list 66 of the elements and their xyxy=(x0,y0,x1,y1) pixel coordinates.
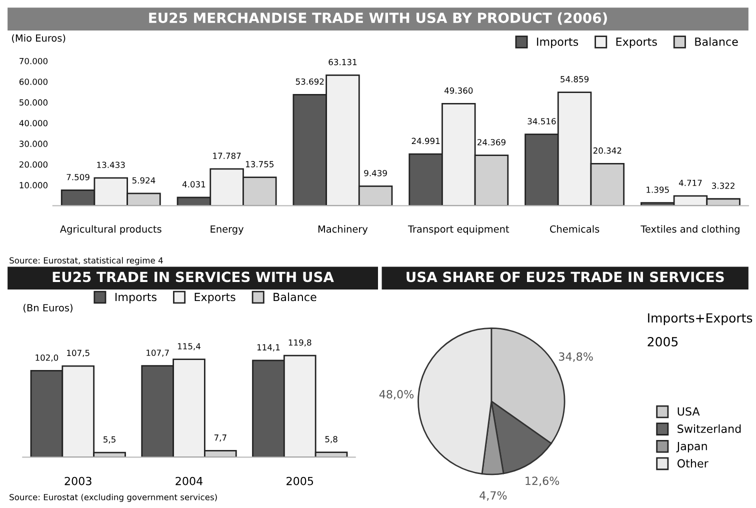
data-label: 4.031 xyxy=(182,181,206,188)
data-label: 17.787 xyxy=(213,152,241,160)
chart-subtitle: Imports+Exports xyxy=(648,313,752,326)
data-label: 13.755 xyxy=(246,161,274,168)
y-tick-label: 10.000 xyxy=(20,182,48,188)
legend-label: Imports xyxy=(537,38,578,48)
data-label: 1.395 xyxy=(646,186,669,193)
y-tick-label: 70.000 xyxy=(20,58,48,64)
legend-label: Balance xyxy=(695,37,738,46)
legend-label: Switzerland xyxy=(678,424,741,433)
data-label: 12,6% xyxy=(526,476,560,486)
data-label: 13.433 xyxy=(97,162,125,168)
data-label: 20.342 xyxy=(593,147,622,154)
data-label: 34.516 xyxy=(528,118,556,124)
text: 2005 xyxy=(648,336,678,346)
legend-label: Japan xyxy=(676,442,707,452)
chart-title: EU25 TRADE IN SERVICES WITH USA xyxy=(52,272,334,282)
data-label: 53.692 xyxy=(296,78,324,85)
x-tick-label: 2005 xyxy=(286,476,314,486)
x-tick-label: 2003 xyxy=(64,476,92,486)
y-axis-title: (Mio Euros) xyxy=(12,34,66,43)
data-label: 3.322 xyxy=(712,182,734,189)
data-label: 119,8 xyxy=(288,339,312,346)
data-label: 24.991 xyxy=(412,138,440,144)
y-tick-label: 20.000 xyxy=(20,161,48,168)
data-label: 4.717 xyxy=(678,180,702,186)
data-label: 5,5 xyxy=(104,436,116,444)
legend-label: Imports xyxy=(115,292,157,304)
data-label: 24.369 xyxy=(478,139,506,146)
x-tick-label: Machinery xyxy=(318,225,368,235)
legend-label: USA xyxy=(678,407,700,416)
x-tick-label: Chemicals xyxy=(550,225,600,233)
x-tick-label: Energy xyxy=(210,225,244,235)
legend-label: Balance xyxy=(274,292,316,302)
data-label: 7,7 xyxy=(214,434,226,442)
source-note: Source: Eurostat (excluding government services) xyxy=(10,494,217,502)
x-tick-label: Agricultural products xyxy=(60,225,162,235)
legend-label: Exports xyxy=(616,38,657,48)
data-label: 107,5 xyxy=(67,350,90,357)
data-label: 102,0 xyxy=(36,354,58,362)
data-label: 34,8% xyxy=(559,352,593,362)
data-label: 7.509 xyxy=(66,174,90,180)
x-tick-label: 2004 xyxy=(176,476,203,486)
y-axis-title: (Bn Euros) xyxy=(24,304,72,313)
y-tick-label: 60.000 xyxy=(19,78,48,85)
data-label: 5.924 xyxy=(132,177,156,184)
legend-label: Exports xyxy=(194,292,236,304)
data-label: 9.439 xyxy=(364,170,387,176)
data-label: 49.360 xyxy=(444,87,473,94)
data-label: 48,0% xyxy=(379,390,414,400)
chart-title: EU25 MERCHANDISE TRADE WITH USA BY PRODUCT (2006) xyxy=(149,12,607,25)
chart-title: USA SHARE OF EU25 TRADE IN SERVICES xyxy=(406,272,724,282)
source-note: Source: Eurostat, statistical regime 4 xyxy=(10,257,163,266)
legend-label: Other xyxy=(677,458,708,468)
x-tick-label: Transport equipment xyxy=(408,225,510,235)
data-label: 63.131 xyxy=(328,58,357,66)
data-label: 114,1 xyxy=(257,344,280,352)
data-label: 4,7% xyxy=(480,491,507,501)
data-label: 115,4 xyxy=(178,343,200,350)
data-label: 5,8 xyxy=(325,436,338,444)
data-label: 54.859 xyxy=(560,76,589,82)
x-tick-label: Textiles and clothing xyxy=(640,225,740,235)
y-tick-label: 50.000 xyxy=(20,99,48,106)
data-label: 107,7 xyxy=(146,350,169,357)
y-tick-label: 30.000 xyxy=(20,140,48,147)
y-tick-label: 40.000 xyxy=(19,120,48,126)
